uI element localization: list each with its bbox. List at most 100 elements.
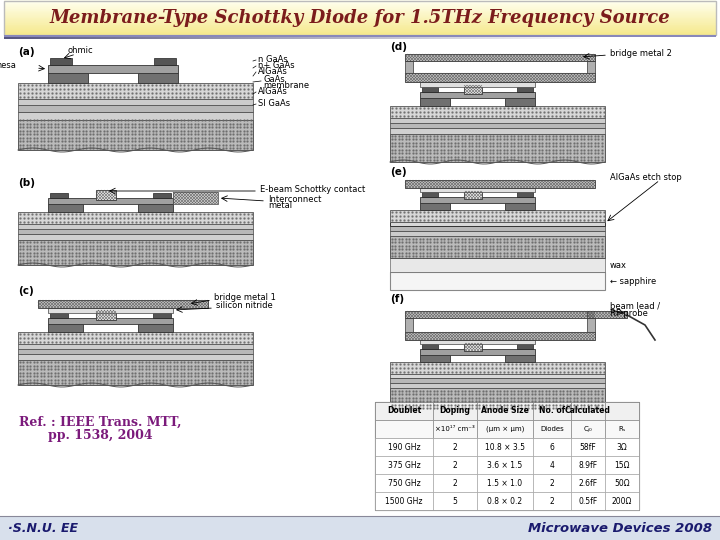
Bar [87,37,88,39]
Bar [48,308,173,313]
Bar [398,37,399,39]
Bar [454,37,455,39]
Bar [354,37,355,39]
Bar [4,12,716,13]
Bar [28,37,29,39]
Bar [177,37,178,39]
Bar [559,37,560,39]
Bar [440,37,441,39]
Bar [121,37,122,39]
Bar [581,37,582,39]
Bar [569,37,570,39]
Bar [261,37,262,39]
Bar [707,37,708,39]
Bar [193,37,194,39]
Bar [481,37,482,39]
Bar [557,37,558,39]
Bar [149,37,150,39]
Bar [621,37,622,39]
Bar [538,37,539,39]
Bar [690,37,691,39]
Bar [605,37,606,39]
Bar [615,37,616,39]
Bar [132,37,133,39]
Text: ← sapphire: ← sapphire [610,276,656,286]
Bar [43,37,44,39]
Bar [92,37,93,39]
Bar [514,37,515,39]
Bar [688,37,689,39]
Bar [605,474,639,492]
Bar [540,37,541,39]
Bar [174,37,175,39]
Bar [20,37,21,39]
Bar [400,37,401,39]
Bar [172,37,173,39]
Bar [48,73,88,83]
Bar [228,37,229,39]
Bar [185,37,186,39]
Bar [4,14,716,15]
Bar [533,474,571,492]
Text: 750 GHz: 750 GHz [387,478,420,488]
Bar [588,37,589,39]
Bar [97,37,98,39]
Bar [333,37,334,39]
Bar [629,37,630,39]
Bar [622,37,623,39]
Bar [47,37,48,39]
Bar [443,37,444,39]
Bar [390,134,605,162]
Text: 375 GHz: 375 GHz [387,461,420,469]
Bar [173,37,174,39]
Bar [375,402,433,420]
Bar [705,37,706,39]
Text: Ref. : IEEE Trans. MTT,: Ref. : IEEE Trans. MTT, [19,415,181,429]
Bar [105,37,106,39]
Bar [51,37,52,39]
Bar [401,37,402,39]
Bar [439,37,440,39]
Bar [262,37,263,39]
Bar [4,10,716,11]
Bar [212,37,213,39]
Bar [390,123,605,128]
Bar [267,37,268,39]
Text: (μm × μm): (μm × μm) [486,426,524,432]
Bar [433,456,477,474]
Bar [141,37,142,39]
Bar [495,37,496,39]
Text: 2.6fF: 2.6fF [578,478,598,488]
Text: 3Ω: 3Ω [616,442,627,451]
Bar [422,344,438,349]
Bar [220,37,221,39]
Bar [611,37,612,39]
Bar [127,37,128,39]
Bar [403,37,404,39]
Bar [405,61,413,73]
Bar [135,37,136,39]
Bar [114,37,115,39]
Text: 2: 2 [549,496,554,505]
Bar [630,37,631,39]
Text: SI GaAs: SI GaAs [258,99,290,109]
Bar [349,37,350,39]
Bar [335,37,336,39]
Bar [375,492,433,510]
Bar [183,37,184,39]
Bar [649,37,650,39]
Bar [605,402,639,420]
Bar [552,37,553,39]
Bar [648,37,649,39]
Bar [510,37,511,39]
Bar [597,37,598,39]
Bar [18,234,253,240]
Bar [4,8,716,9]
Bar [187,37,188,39]
Bar [486,37,487,39]
Bar [42,37,43,39]
Bar [533,438,571,456]
Bar [409,37,410,39]
Bar [224,37,225,39]
Bar [669,37,670,39]
